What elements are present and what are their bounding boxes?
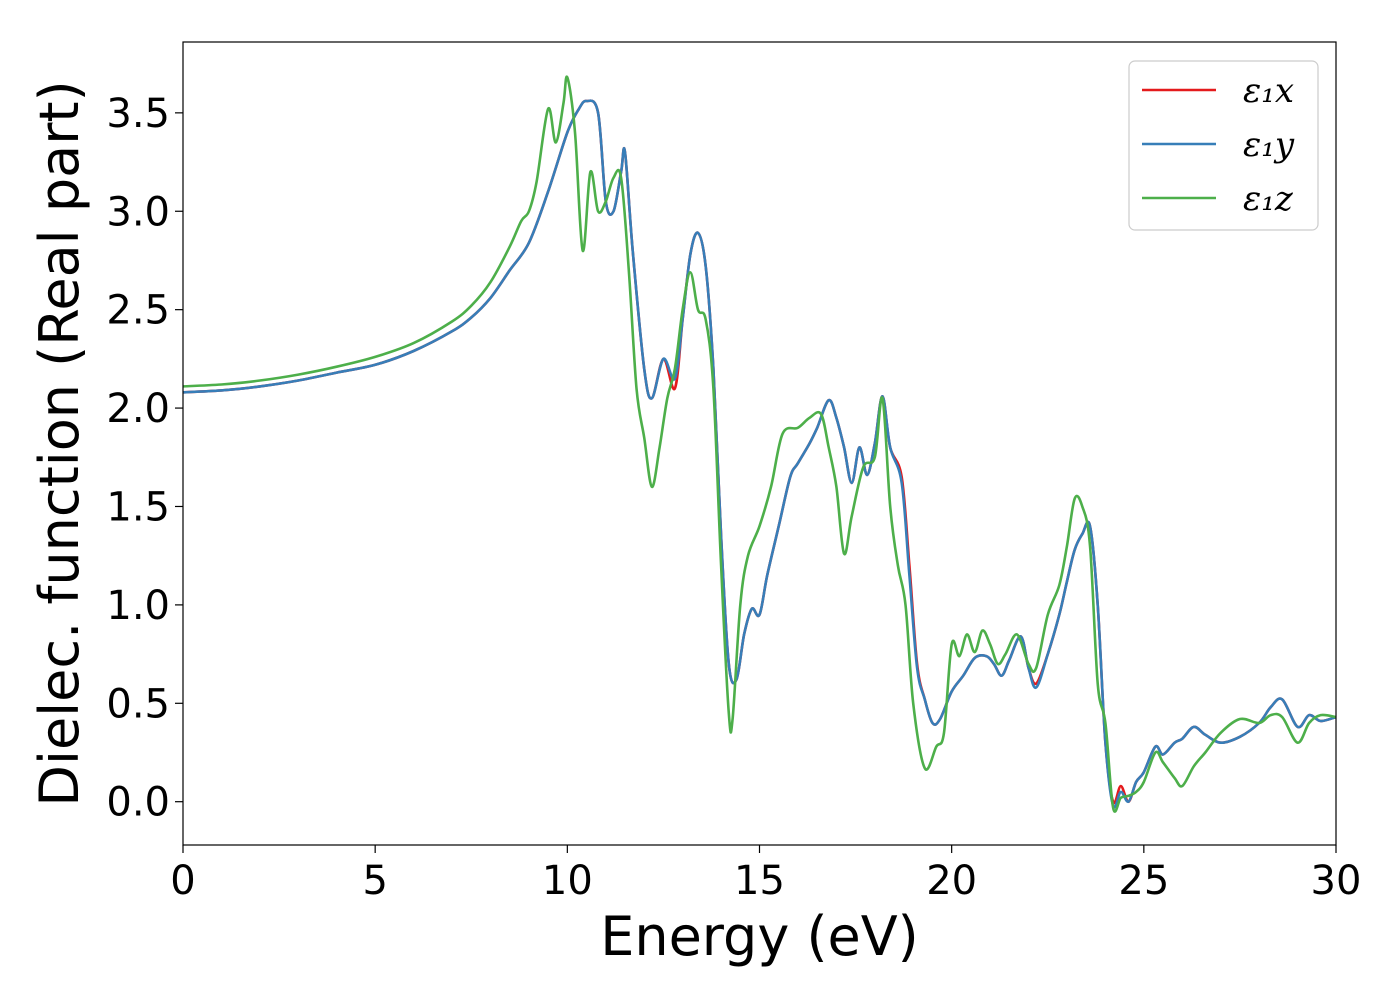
x-tick-label: 0 <box>170 858 195 904</box>
y-tick-label: 3.5 <box>106 91 170 137</box>
y-tick-label: 0.5 <box>106 681 170 727</box>
y-tick-label: 1.0 <box>106 583 170 629</box>
legend-entry-e1z: ε₁z <box>1142 179 1294 219</box>
x-tick-label: 20 <box>926 858 977 904</box>
x-tick-label: 30 <box>1311 858 1362 904</box>
legend: ε₁x ε₁y ε₁z <box>1128 60 1319 231</box>
x-axis-title: Energy (eV) <box>600 905 919 968</box>
legend-entry-e1x: ε₁x <box>1142 71 1294 111</box>
series-line-e1z <box>182 75 1337 813</box>
y-axis-title: Dielec. function (Real part) <box>28 80 91 806</box>
y-axis-ticks: 0.0 0.5 1.0 1.5 2.0 2.5 3.0 3.5 <box>106 91 183 826</box>
x-tick-label: 5 <box>362 858 387 904</box>
y-tick-label: 2.0 <box>106 386 170 432</box>
y-tick-label: 1.5 <box>106 484 170 530</box>
y-tick-label: 2.5 <box>106 288 170 334</box>
legend-label: ε₁y <box>1243 125 1295 165</box>
x-tick-label: 25 <box>1118 858 1169 904</box>
x-tick-label: 15 <box>734 858 785 904</box>
legend-box <box>1128 60 1319 231</box>
x-tick-label: 10 <box>542 858 593 904</box>
y-tick-label: 0.0 <box>106 780 170 826</box>
legend-label: ε₁x <box>1243 71 1294 111</box>
x-axis-ticks: 0 5 10 15 20 25 30 <box>170 845 1361 904</box>
series-line-e1y <box>182 99 1337 809</box>
y-tick-label: 3.0 <box>106 189 170 235</box>
legend-label: ε₁z <box>1243 179 1294 219</box>
legend-entry-e1y: ε₁y <box>1142 125 1295 165</box>
plot-lines <box>182 75 1337 813</box>
